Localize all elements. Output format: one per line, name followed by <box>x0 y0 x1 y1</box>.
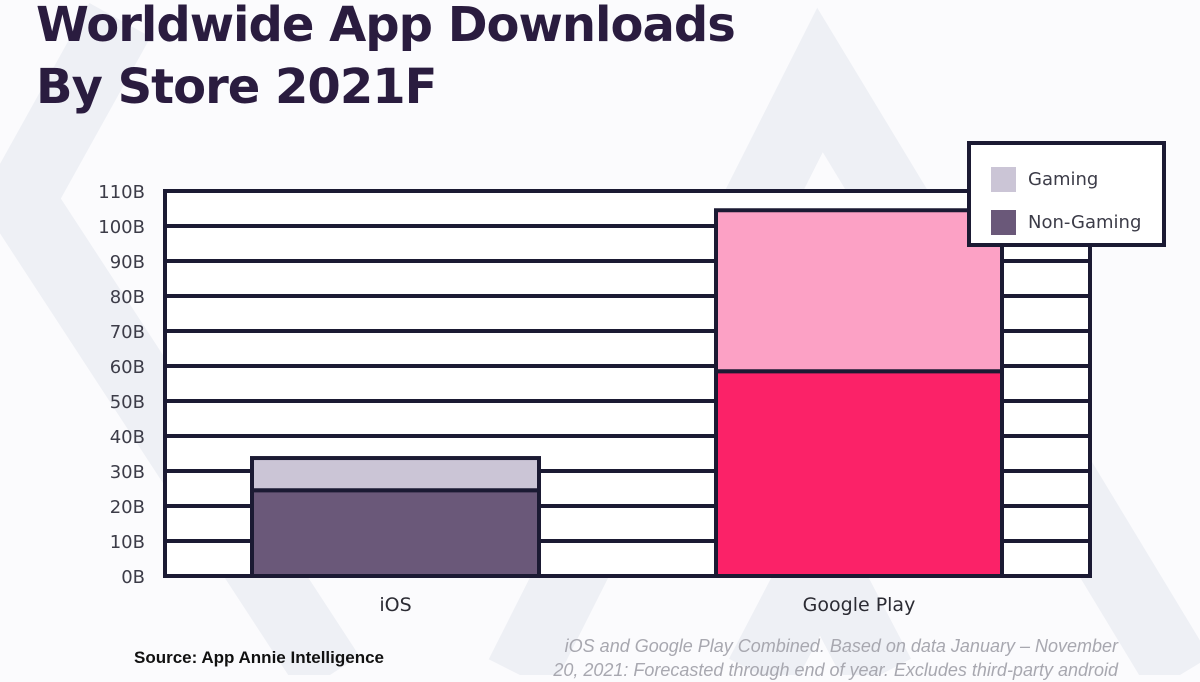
x-tick-label: iOS <box>379 594 411 616</box>
chart-title: Worldwide App Downloads By Store 2021F <box>36 0 736 118</box>
y-tick-label: 90B <box>110 252 145 273</box>
y-tick-label: 100B <box>98 217 145 238</box>
y-tick-label: 0B <box>121 567 145 588</box>
y-tick-label: 110B <box>98 182 145 203</box>
y-tick-label: 70B <box>110 322 145 343</box>
y-tick-label: 30B <box>110 462 145 483</box>
legend-label-gaming: Gaming <box>1028 169 1099 190</box>
footnote-line-1: iOS and Google Play Combined. Based on d… <box>564 636 1118 656</box>
bar-ios-non-gaming <box>250 488 541 578</box>
y-tick-label: 20B <box>110 497 145 518</box>
legend-swatch-non-gaming <box>991 210 1016 235</box>
y-tick-label: 80B <box>110 287 145 308</box>
y-tick-label: 10B <box>110 532 145 553</box>
legend-item-gaming: Gaming <box>991 167 1098 192</box>
y-tick-label: 40B <box>110 427 145 448</box>
legend-item-non-gaming: Non-Gaming <box>991 210 1141 235</box>
source-label: Source: App Annie Intelligence <box>134 648 384 667</box>
bar-google-play-non-gaming <box>714 369 1004 578</box>
bar-ios-gaming <box>250 456 541 493</box>
y-tick-label: 50B <box>110 392 145 413</box>
legend: Gaming Non-Gaming <box>967 141 1166 247</box>
legend-swatch-gaming <box>991 167 1016 192</box>
bar-google-play-gaming <box>714 208 1004 374</box>
x-tick-label: Google Play <box>803 594 916 616</box>
y-tick-label: 60B <box>110 357 145 378</box>
footnote-line-2: 20, 2021: Forecasted through end of year… <box>553 660 1118 680</box>
title-line-1: Worldwide App Downloads <box>36 0 736 53</box>
title-line-2: By Store 2021F <box>36 59 437 115</box>
legend-label-non-gaming: Non-Gaming <box>1028 212 1142 233</box>
